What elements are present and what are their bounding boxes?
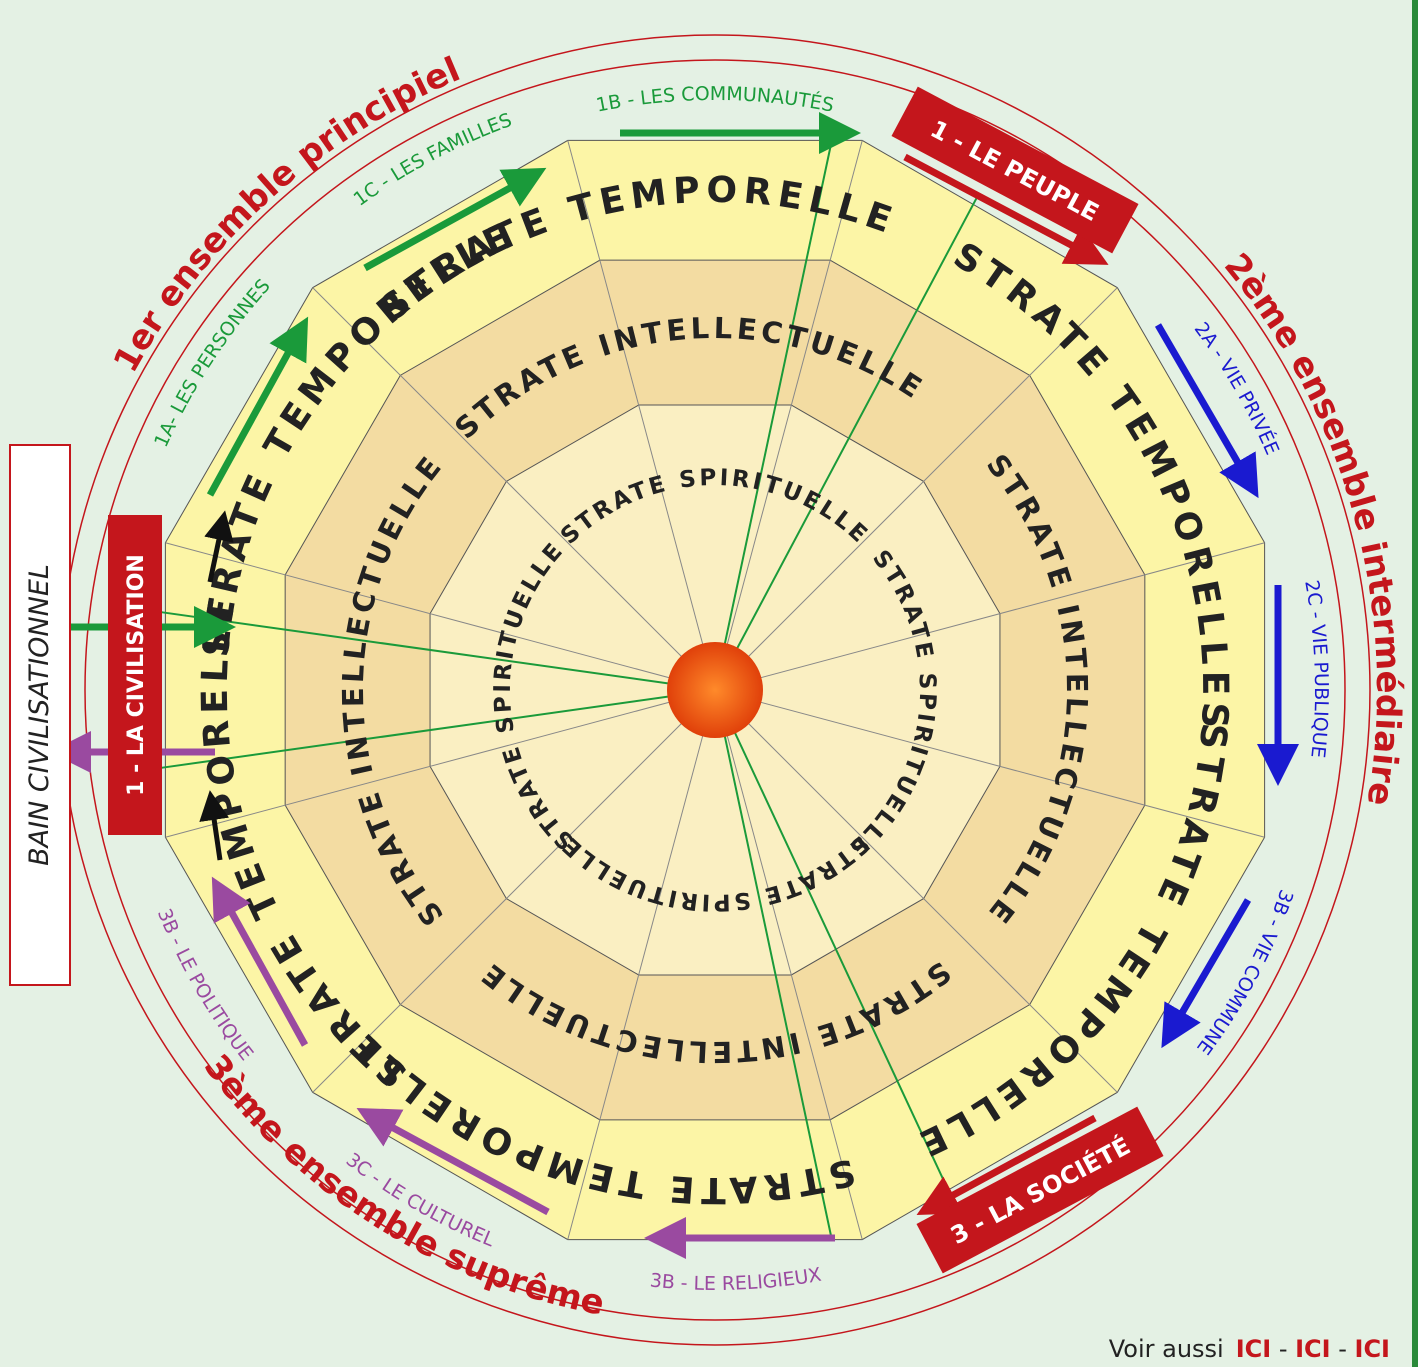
arrow-label: 1B - LES COMMUNAUTÉS	[594, 83, 835, 117]
diagram: 1er ensemble principiel2ème ensemble int…	[0, 0, 1418, 1367]
badge: 1 - LA CIVILISATION	[108, 515, 162, 835]
flower	[667, 642, 763, 738]
link[interactable]: ICI	[1295, 1335, 1330, 1363]
link[interactable]: ICI	[1355, 1335, 1390, 1363]
footer-prefix: Voir aussi	[1109, 1335, 1224, 1363]
arrow-label: 3B - LE RELIGIEUX	[649, 1264, 823, 1295]
right-border	[1412, 0, 1418, 1367]
badge-text: 1 - LA CIVILISATION	[124, 554, 149, 796]
side-box-text: BAIN CIVILISATIONNEL	[24, 564, 55, 866]
arrow-label: 2C - VIE PUBLIQUE	[1300, 578, 1332, 758]
link[interactable]: ICI	[1236, 1335, 1271, 1363]
